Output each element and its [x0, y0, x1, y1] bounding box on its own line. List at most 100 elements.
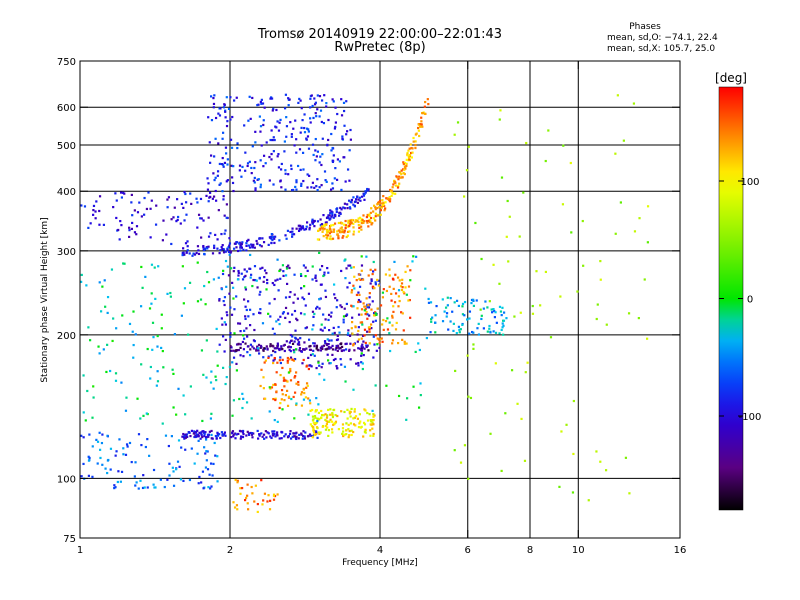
- data-point: [239, 249, 242, 252]
- data-point: [122, 453, 125, 456]
- data-point: [539, 304, 542, 307]
- data-point: [477, 333, 481, 336]
- data-point: [365, 255, 368, 258]
- data-point: [322, 313, 325, 316]
- data-point: [335, 346, 338, 350]
- data-point: [234, 437, 237, 440]
- data-point: [369, 268, 372, 271]
- data-point: [224, 382, 227, 386]
- data-point: [288, 98, 291, 101]
- data-point: [335, 178, 339, 181]
- data-point: [251, 345, 254, 348]
- data-point: [344, 314, 348, 318]
- data-point: [80, 280, 83, 283]
- data-point: [200, 349, 204, 352]
- data-point: [221, 433, 224, 437]
- data-point: [186, 249, 189, 252]
- data-point: [337, 229, 340, 232]
- data-point: [349, 207, 352, 210]
- data-point: [150, 292, 153, 295]
- data-point: [222, 248, 226, 251]
- data-point: [119, 480, 122, 483]
- data-point: [251, 96, 254, 100]
- data-point: [210, 370, 213, 373]
- data-point: [225, 180, 228, 183]
- y-axis-label: Stationary phase Virtual Height [km]: [40, 217, 50, 383]
- data-point: [361, 218, 364, 222]
- data-point: [492, 308, 495, 311]
- data-point: [211, 252, 215, 255]
- data-point: [360, 352, 363, 355]
- data-point: [336, 338, 340, 341]
- data-point: [302, 430, 305, 433]
- data-point: [302, 179, 305, 183]
- data-point: [285, 267, 289, 270]
- data-point: [369, 419, 372, 422]
- data-point: [498, 118, 501, 121]
- data-point: [128, 226, 131, 229]
- data-point: [340, 188, 343, 192]
- data-point: [406, 154, 409, 157]
- data-point: [142, 414, 145, 417]
- data-point: [347, 332, 350, 335]
- data-point: [323, 170, 327, 173]
- data-point: [262, 387, 265, 390]
- data-point: [207, 281, 211, 284]
- data-point: [210, 119, 214, 122]
- data-point: [349, 342, 352, 345]
- data-point: [343, 229, 346, 232]
- data-point: [475, 299, 478, 302]
- data-point: [560, 430, 563, 433]
- data-point: [361, 334, 365, 337]
- data-point: [159, 478, 162, 481]
- data-point: [143, 486, 146, 489]
- data-point: [306, 173, 309, 176]
- data-point: [388, 349, 392, 353]
- data-point: [327, 434, 330, 438]
- data-point: [252, 432, 255, 435]
- data-point: [328, 218, 331, 221]
- data-point: [405, 164, 408, 167]
- data-point: [273, 358, 276, 361]
- data-point: [230, 164, 233, 167]
- data-point: [352, 342, 355, 346]
- data-point: [216, 350, 219, 353]
- data-point: [311, 426, 315, 429]
- data-point: [336, 349, 339, 352]
- data-point: [350, 327, 353, 330]
- data-point: [357, 220, 360, 224]
- data-point: [330, 230, 333, 234]
- data-point: [98, 195, 102, 198]
- data-point: [285, 340, 288, 343]
- data-point: [197, 249, 200, 252]
- data-point: [112, 317, 115, 320]
- data-point: [558, 485, 561, 488]
- data-point: [302, 264, 306, 267]
- data-point: [281, 358, 284, 362]
- data-point: [231, 181, 235, 185]
- data-point: [230, 436, 233, 439]
- data-point: [352, 423, 356, 426]
- data-point: [357, 326, 360, 329]
- data-point: [295, 138, 298, 141]
- data-point: [152, 336, 155, 339]
- data-point: [272, 107, 275, 110]
- data-point: [317, 229, 320, 233]
- data-point: [299, 168, 302, 172]
- data-point: [285, 379, 288, 382]
- data-point: [321, 347, 324, 351]
- data-point: [312, 153, 315, 157]
- data-point: [195, 433, 198, 436]
- data-point: [390, 189, 393, 192]
- data-point: [403, 168, 406, 171]
- data-point: [309, 423, 312, 426]
- data-point: [525, 141, 528, 145]
- data-point: [467, 395, 470, 398]
- data-point: [372, 418, 375, 422]
- data-point: [266, 347, 269, 350]
- data-point: [215, 437, 218, 440]
- data-point: [319, 328, 322, 331]
- data-point: [238, 429, 242, 433]
- data-point: [269, 315, 272, 318]
